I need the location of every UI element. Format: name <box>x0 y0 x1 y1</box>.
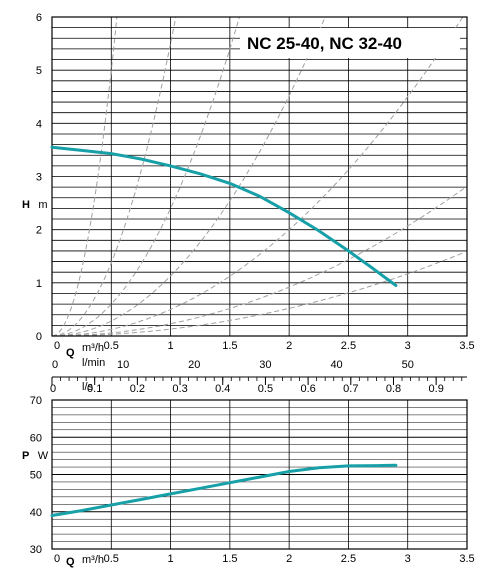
power-x-tick-label: 1.5 <box>222 553 237 565</box>
head-y-tick-label: 2 <box>36 225 42 237</box>
power-y-tick-label: 50 <box>30 470 42 482</box>
ls-tick-label: 0.7 <box>343 383 358 395</box>
power-y-tick-label: 40 <box>30 507 42 519</box>
head-y-tick-label: 0 <box>36 331 42 343</box>
head-y-tick-label: 6 <box>36 12 42 24</box>
power-y-tick-label: 30 <box>30 544 42 556</box>
power-plot-frame <box>51 399 468 550</box>
ls-tick-label: 0.4 <box>215 383 230 395</box>
ls-tick-label: 0 <box>50 383 56 395</box>
flow-x-tick-label: 3.5 <box>459 340 474 352</box>
flow-axis-symbol: Q <box>66 347 75 359</box>
power-x-tick-label: 3 <box>405 553 411 565</box>
system-curve <box>52 251 465 336</box>
flow-x-tick-label: 0 <box>54 340 60 352</box>
lmin-tick-label: 10 <box>117 359 129 371</box>
power-x-tick-label: 0.5 <box>104 553 119 565</box>
ls-tick-label: 0.3 <box>172 383 187 395</box>
power-axis-label: P W <box>22 446 49 463</box>
ls-tick-label: 0.6 <box>300 383 315 395</box>
head-y-tick-label: 4 <box>36 118 42 130</box>
power-x-tick-label: 2 <box>286 553 292 565</box>
power-y-tick-label: 70 <box>30 395 42 407</box>
ls-axis-unit: l/s <box>82 381 94 393</box>
head-axis-symbol: H <box>22 199 30 211</box>
flow-x-tick-label: 1.5 <box>222 340 237 352</box>
power-x-tick-label: 0 <box>54 553 60 565</box>
system-curve <box>52 17 118 336</box>
lmin-tick-label: 50 <box>402 359 414 371</box>
title-background <box>240 28 460 58</box>
flow-x-tick-label: 0.5 <box>104 340 119 352</box>
ls-tick-label: 0.1 <box>87 383 102 395</box>
power-axis-unit: W <box>38 450 49 462</box>
power-axis-symbol: P <box>22 450 29 462</box>
chart-title: NC 25-40, NC 32-40 <box>247 34 402 53</box>
head-axis-label: H m <box>22 195 48 212</box>
power-flow-axis-symbol: Q <box>66 556 75 568</box>
flow-x-tick-label: 2.5 <box>341 340 356 352</box>
power-curve-line <box>50 463 398 517</box>
head-y-tick-label: 3 <box>36 172 42 184</box>
system-curve <box>52 17 464 336</box>
power-x-tick-label: 2.5 <box>341 553 356 565</box>
head-plot-frame <box>51 16 468 337</box>
power-y-tick-label: 60 <box>30 432 42 444</box>
power-x-tick-label: 1 <box>168 553 174 565</box>
flow-x-tick-label: 1 <box>168 340 174 352</box>
head-y-tick-label: 5 <box>36 65 42 77</box>
flow-x-tick-label: 3 <box>405 340 411 352</box>
head-y-tick-label: 1 <box>36 278 42 290</box>
lmin-tick-label: 40 <box>330 359 342 371</box>
lmin-tick-label: 20 <box>188 359 200 371</box>
lmin-axis-unit: l/min <box>82 357 105 369</box>
flow-x-tick-label: 2 <box>286 340 292 352</box>
head-axis-unit: m <box>38 199 47 211</box>
head-curve-line <box>50 145 398 287</box>
lmin-tick-label: 0 <box>52 359 58 371</box>
ls-tick-label: 0.2 <box>130 383 145 395</box>
ls-tick-label: 0.5 <box>258 383 273 395</box>
power-x-tick-label: 3.5 <box>459 553 474 565</box>
power-flow-axis-unit: m³/h <box>82 554 104 566</box>
ls-tick-label: 0.8 <box>386 383 401 395</box>
system-curve <box>52 17 326 336</box>
flow-axis-unit: m³/h <box>82 342 104 354</box>
system-curve <box>52 187 465 336</box>
ls-tick-label: 0.9 <box>429 383 444 395</box>
system-curve <box>52 17 240 336</box>
lmin-tick-label: 30 <box>259 359 271 371</box>
